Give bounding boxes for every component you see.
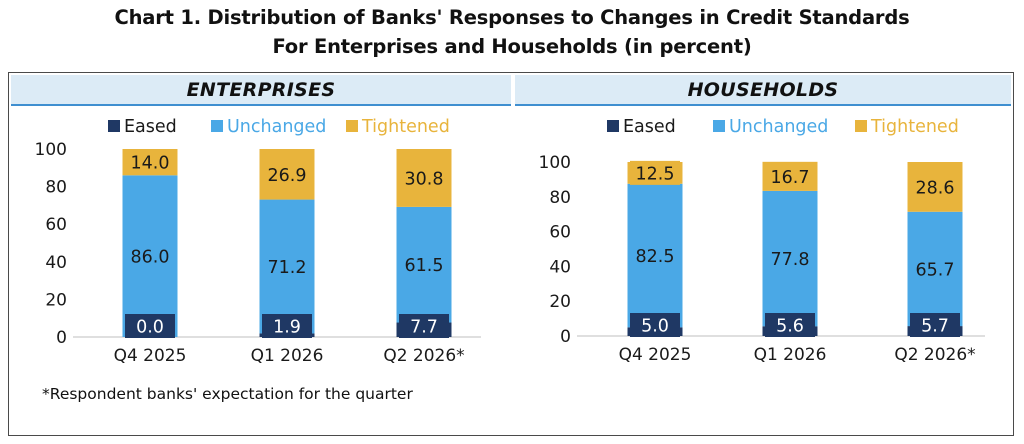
y-tick-label: 100 xyxy=(35,140,67,160)
y-tick-label: 60 xyxy=(549,223,571,243)
y-tick-label: 0 xyxy=(56,328,67,348)
y-tick-label: 40 xyxy=(45,253,67,273)
data-label-box-unchanged xyxy=(910,256,960,281)
data-label-unchanged: 71.2 xyxy=(268,258,307,278)
y-tick-label: 20 xyxy=(45,290,67,310)
data-label-box-unchanged xyxy=(125,244,175,269)
y-tick-label: 0 xyxy=(560,327,571,347)
legend-swatch-unchanged xyxy=(211,120,223,132)
households-chart: Eased Unchanged Tightened 0 20 40 60 80 100 5.0 82… xyxy=(539,117,985,365)
data-label-eased: 5.0 xyxy=(641,317,669,337)
x-tick-label: Q4 2025 xyxy=(114,346,187,366)
data-label-box-unchanged xyxy=(399,252,449,277)
panel-title-households: HOUSEHOLDS xyxy=(515,75,1011,105)
data-label-box-unchanged xyxy=(765,246,815,271)
legend-swatch-tightened xyxy=(346,120,358,132)
panel-header-rule xyxy=(11,104,511,106)
legend-swatch-eased xyxy=(607,120,619,132)
data-label-box-tightened xyxy=(910,174,960,199)
legend-swatch-tightened xyxy=(855,120,867,132)
legend-label-unchanged: Unchanged xyxy=(729,117,828,137)
legend-label-eased: Eased xyxy=(124,117,177,137)
data-label-box-tightened xyxy=(262,162,312,187)
data-label-box-eased xyxy=(910,313,960,337)
y-tick-label: 20 xyxy=(549,292,571,312)
data-label-unchanged: 86.0 xyxy=(131,248,170,268)
legend-label-tightened: Tightened xyxy=(361,117,450,137)
data-label-box-unchanged xyxy=(262,254,312,279)
y-tick-label: 40 xyxy=(549,257,571,277)
x-tick-label: Q1 2026 xyxy=(754,345,827,365)
y-tick-label: 80 xyxy=(549,188,571,208)
data-label-box-unchanged xyxy=(630,243,680,268)
legend-label-unchanged: Unchanged xyxy=(227,117,326,137)
data-label-box-tightened xyxy=(125,150,175,175)
data-label-tightened: 28.6 xyxy=(916,178,955,198)
data-label-eased: 7.7 xyxy=(410,318,438,338)
x-tick-label: Q2 2026* xyxy=(894,345,975,365)
data-label-unchanged: 61.5 xyxy=(405,256,444,276)
panel-header-rule xyxy=(515,104,1011,106)
data-label-eased: 1.9 xyxy=(273,318,301,338)
y-tick-label: 100 xyxy=(539,153,571,173)
data-label-box-tightened xyxy=(399,165,449,190)
data-label-box-tightened xyxy=(765,164,815,189)
chart-title-line1: Chart 1. Distribution of Banks' Response… xyxy=(114,6,910,29)
data-label-box-eased xyxy=(262,314,312,338)
legend-swatch-eased xyxy=(108,120,120,132)
data-label-eased: 5.6 xyxy=(776,317,804,337)
footnote: *Respondent banks' expectation for the q… xyxy=(42,385,413,403)
chart-frame xyxy=(8,72,1014,436)
data-label-unchanged: 65.7 xyxy=(916,260,955,280)
chart-title-line2: For Enterprises and Households (in perce… xyxy=(272,35,752,58)
data-label-tightened: 12.5 xyxy=(636,164,675,184)
data-label-eased: 5.7 xyxy=(921,317,949,337)
x-tick-label: Q1 2026 xyxy=(251,346,324,366)
data-label-box-eased xyxy=(630,313,680,337)
data-label-box-eased xyxy=(399,314,449,338)
data-label-eased: 0.0 xyxy=(136,318,164,338)
y-tick-label: 80 xyxy=(45,178,67,198)
x-tick-label: Q2 2026* xyxy=(383,346,464,366)
panel-title-enterprises: ENTERPRISES xyxy=(11,75,511,105)
data-label-tightened: 14.0 xyxy=(131,154,170,174)
legend-label-tightened: Tightened xyxy=(870,117,959,137)
data-label-tightened: 26.9 xyxy=(268,166,307,186)
data-label-unchanged: 82.5 xyxy=(636,247,675,267)
data-label-tightened: 16.7 xyxy=(771,168,810,188)
legend-label-eased: Eased xyxy=(623,117,676,137)
x-tick-label: Q4 2025 xyxy=(619,345,692,365)
data-label-unchanged: 77.8 xyxy=(771,250,810,270)
legend-swatch-unchanged xyxy=(713,120,725,132)
enterprises-chart: Eased Unchanged Tightened 0 20 40 60 80 100 0.0 86… xyxy=(35,117,481,366)
data-label-tightened: 30.8 xyxy=(405,169,444,189)
y-tick-label: 60 xyxy=(45,215,67,235)
data-label-box-eased xyxy=(765,313,815,337)
data-label-box-tightened xyxy=(630,160,680,185)
data-label-box-eased xyxy=(125,314,175,338)
